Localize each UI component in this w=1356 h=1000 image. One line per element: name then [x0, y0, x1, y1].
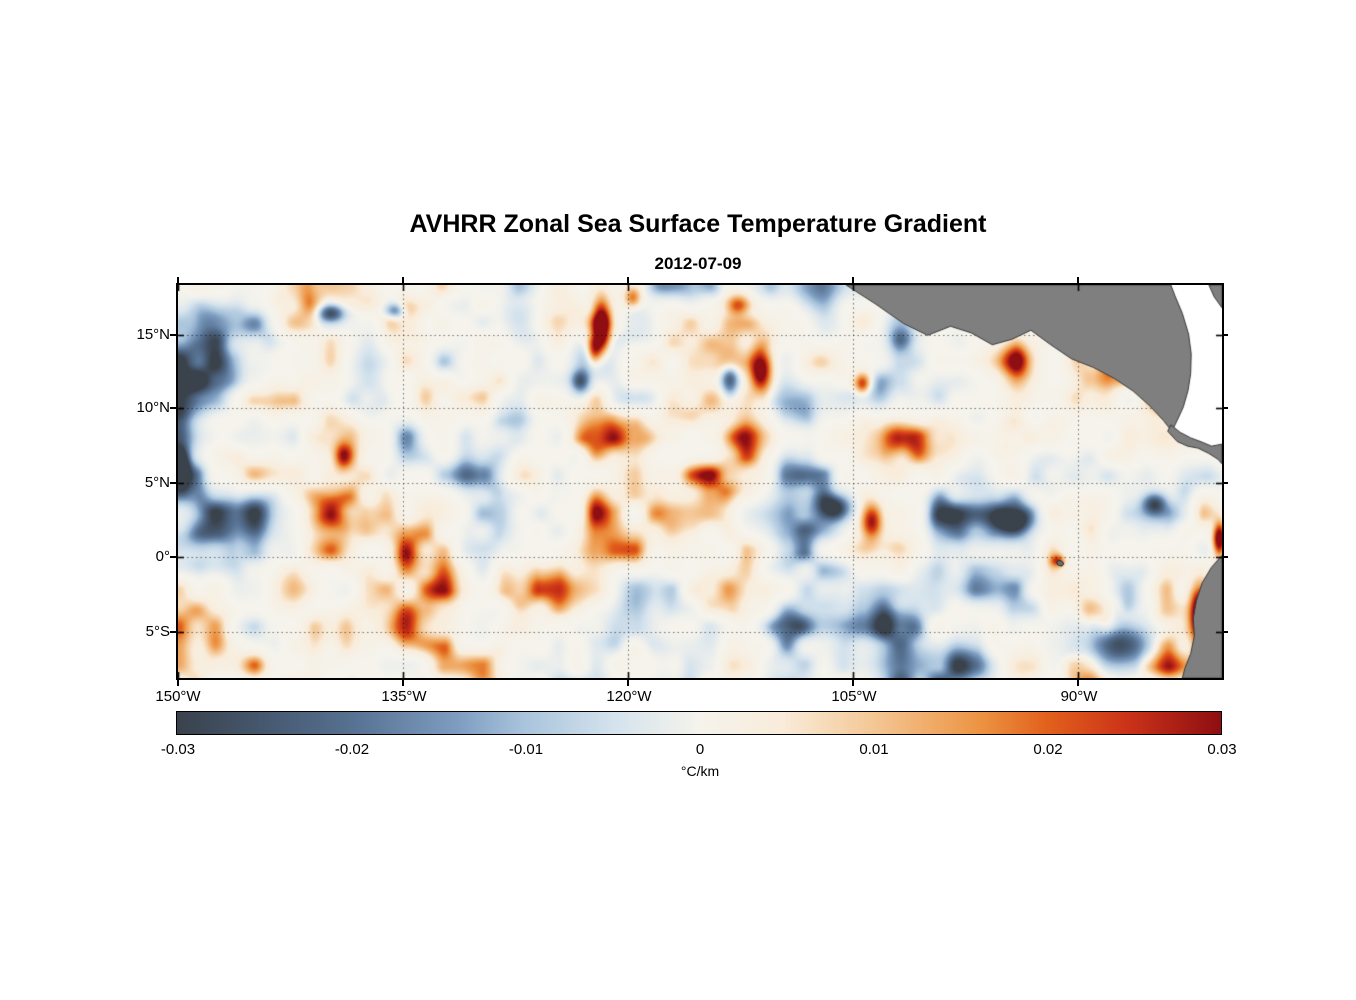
plot-area: [176, 283, 1224, 680]
colorbar-tick-1: -0.02: [334, 741, 370, 758]
axis-tick-mark: [402, 680, 404, 686]
axis-tick-mark: [852, 680, 854, 686]
axis-tick-mark: [1222, 334, 1228, 336]
axis-tick-mark: [170, 556, 176, 558]
chart-date: 2012-07-09: [654, 254, 742, 273]
ytick-label-5s: 5°S: [145, 623, 170, 640]
axis-tick-mark: [170, 631, 176, 633]
ytick-label-0: 0°: [155, 548, 170, 565]
axis-tick-mark: [177, 680, 179, 686]
axis-tick-mark: [170, 334, 176, 336]
colorbar-tick-5: 0.02: [1033, 741, 1063, 758]
axis-tick-mark: [177, 277, 179, 283]
xtick-label-135w: 135°W: [381, 688, 427, 705]
axis-tick-mark: [852, 277, 854, 283]
colorbar: [176, 711, 1222, 735]
colorbar-tick-0: -0.03: [160, 741, 196, 758]
axis-tick-mark: [1077, 680, 1079, 686]
axis-tick-mark: [1222, 631, 1228, 633]
chart-title: AVHRR Zonal Sea Surface Temperature Grad…: [409, 210, 987, 238]
axis-tick-mark: [627, 277, 629, 283]
xtick-label-120w: 120°W: [606, 688, 652, 705]
axis-tick-mark: [170, 407, 176, 409]
axis-tick-mark: [1222, 407, 1228, 409]
ytick-label-5n: 5°N: [144, 474, 170, 491]
axis-tick-mark: [170, 482, 176, 484]
ytick-label-10n: 10°N: [136, 399, 170, 416]
colorbar-tick-4: 0.01: [859, 741, 889, 758]
colorbar-tick-3: 0: [695, 741, 705, 758]
xtick-label-90w: 90°W: [1060, 688, 1098, 705]
axis-tick-mark: [402, 277, 404, 283]
xtick-label-105w: 105°W: [831, 688, 877, 705]
axis-tick-mark: [1222, 482, 1228, 484]
colorbar-tick-2: -0.01: [508, 741, 544, 758]
colorbar-unit-label: °C/km: [680, 763, 720, 779]
axis-tick-mark: [627, 680, 629, 686]
colorbar-gradient: [177, 712, 1221, 734]
heatmap-canvas: [178, 285, 1222, 678]
xtick-label-150w: 150°W: [155, 688, 201, 705]
axis-tick-mark: [1222, 556, 1228, 558]
axis-tick-mark: [1077, 277, 1079, 283]
ytick-label-15n: 15°N: [136, 326, 170, 343]
colorbar-tick-6: 0.03: [1207, 741, 1237, 758]
